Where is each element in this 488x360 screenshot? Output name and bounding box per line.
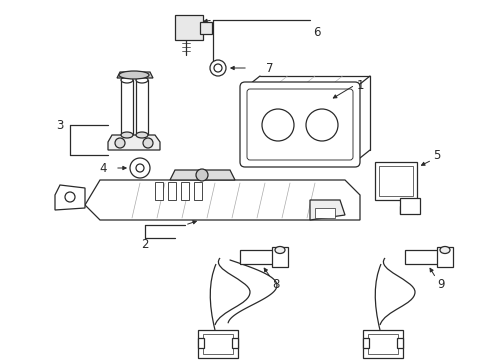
Polygon shape xyxy=(170,170,235,180)
Bar xyxy=(175,15,203,40)
Text: 8: 8 xyxy=(272,279,279,292)
Circle shape xyxy=(130,158,150,178)
Polygon shape xyxy=(155,182,163,200)
Bar xyxy=(362,338,368,348)
Polygon shape xyxy=(314,208,334,218)
Text: 3: 3 xyxy=(56,118,63,131)
Bar xyxy=(231,338,238,348)
Ellipse shape xyxy=(121,132,133,138)
Circle shape xyxy=(214,64,222,72)
Bar xyxy=(198,338,203,348)
Bar xyxy=(121,80,133,135)
Text: 1: 1 xyxy=(356,78,363,91)
Circle shape xyxy=(115,138,125,148)
Circle shape xyxy=(209,60,225,76)
Circle shape xyxy=(142,138,153,148)
Bar xyxy=(240,250,274,264)
Circle shape xyxy=(305,109,337,141)
Polygon shape xyxy=(194,182,202,200)
Polygon shape xyxy=(108,135,160,150)
Bar xyxy=(367,334,397,354)
Text: 2: 2 xyxy=(141,239,148,252)
Ellipse shape xyxy=(119,71,149,79)
Bar xyxy=(399,198,419,214)
FancyBboxPatch shape xyxy=(246,89,352,160)
Text: 4: 4 xyxy=(99,162,106,175)
Bar xyxy=(362,330,402,358)
Bar xyxy=(396,338,402,348)
Bar xyxy=(203,334,232,354)
Bar xyxy=(200,22,212,34)
Bar xyxy=(271,247,287,267)
Bar xyxy=(436,247,452,267)
Polygon shape xyxy=(55,185,85,210)
Text: 7: 7 xyxy=(265,62,273,75)
Circle shape xyxy=(65,192,75,202)
Text: 5: 5 xyxy=(432,149,440,162)
Polygon shape xyxy=(309,200,345,220)
Circle shape xyxy=(196,169,207,181)
Polygon shape xyxy=(181,182,189,200)
Polygon shape xyxy=(85,180,359,220)
Ellipse shape xyxy=(121,77,133,83)
Bar xyxy=(374,162,416,200)
Circle shape xyxy=(262,109,293,141)
FancyBboxPatch shape xyxy=(240,82,359,167)
Bar xyxy=(198,330,238,358)
Polygon shape xyxy=(117,72,153,78)
Bar xyxy=(136,80,148,135)
Bar xyxy=(378,166,412,196)
Text: 9: 9 xyxy=(436,279,444,292)
Polygon shape xyxy=(168,182,176,200)
Bar xyxy=(404,250,439,264)
Ellipse shape xyxy=(136,77,148,83)
Ellipse shape xyxy=(136,132,148,138)
Ellipse shape xyxy=(439,247,449,253)
Text: 6: 6 xyxy=(313,26,320,39)
Circle shape xyxy=(136,164,143,172)
Ellipse shape xyxy=(274,247,285,253)
